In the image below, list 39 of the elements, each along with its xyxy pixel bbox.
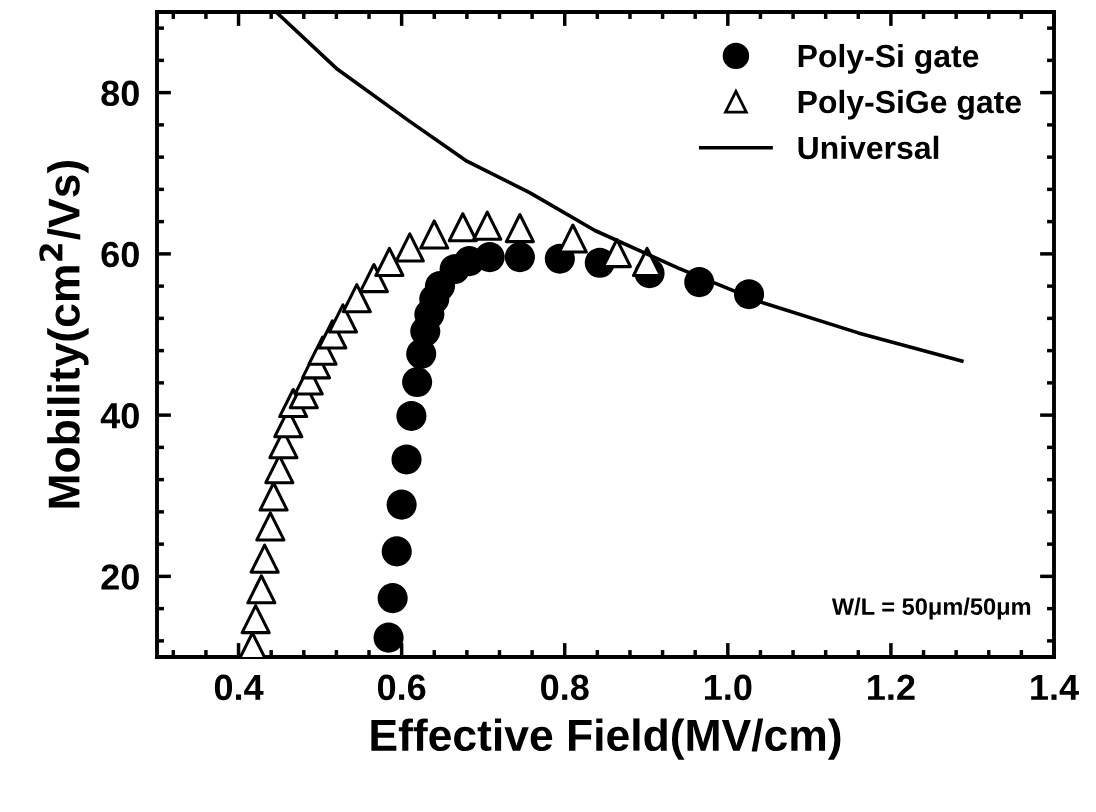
point <box>394 232 425 263</box>
x-tick-label: 0.6 <box>377 674 426 701</box>
x-axis-title: Effective Field(MV/cm) <box>371 718 841 760</box>
y-tick-label: 20 <box>101 564 139 590</box>
point <box>246 574 277 605</box>
point <box>377 583 408 614</box>
point <box>255 511 286 542</box>
point <box>474 242 505 273</box>
point <box>504 242 535 273</box>
x-tick-label: 1.2 <box>868 674 915 700</box>
point <box>327 303 358 334</box>
point <box>396 400 427 431</box>
point <box>472 210 503 241</box>
point <box>373 622 404 653</box>
point <box>249 543 280 574</box>
point <box>240 604 271 635</box>
annotation: W/L = 50μm/50μm <box>831 597 1031 620</box>
point <box>341 283 372 314</box>
legend-label: Poly-Si gate <box>798 43 979 74</box>
y-tick-label: 60 <box>101 241 139 268</box>
y-tick-label: 80 <box>101 80 139 107</box>
point <box>381 536 412 567</box>
x-tick-label: 1.4 <box>1031 674 1079 700</box>
y-tick-label: 40 <box>100 402 139 429</box>
point <box>419 219 450 250</box>
x-tick-label: 0.8 <box>541 674 589 701</box>
point <box>447 212 478 243</box>
legend-label: Poly-SiGe gate <box>798 89 1021 120</box>
point <box>504 213 535 244</box>
point <box>391 444 422 475</box>
point <box>258 481 289 512</box>
legend-label: Universal <box>798 135 939 160</box>
point <box>402 367 433 398</box>
x-tick-label: 0.4 <box>214 674 264 701</box>
point <box>374 246 405 277</box>
point <box>386 489 417 520</box>
point <box>358 263 389 294</box>
x-tick-label: 1.0 <box>704 674 752 701</box>
y-axis-title: Mobility(cm$^{2}$/Vs) <box>39 160 89 508</box>
